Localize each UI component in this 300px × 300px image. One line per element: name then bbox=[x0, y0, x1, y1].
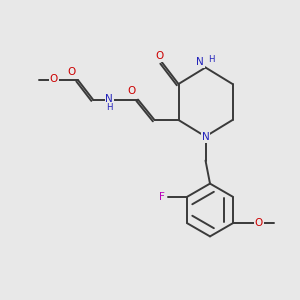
Text: N: N bbox=[105, 94, 113, 104]
Text: N: N bbox=[196, 57, 204, 67]
Text: O: O bbox=[127, 85, 136, 96]
Text: H: H bbox=[208, 55, 214, 64]
Text: F: F bbox=[159, 192, 165, 202]
Text: N: N bbox=[202, 132, 209, 142]
Text: H: H bbox=[106, 103, 113, 112]
Text: O: O bbox=[155, 51, 164, 61]
Text: O: O bbox=[67, 67, 76, 77]
Text: O: O bbox=[255, 218, 263, 228]
Text: O: O bbox=[50, 74, 58, 85]
